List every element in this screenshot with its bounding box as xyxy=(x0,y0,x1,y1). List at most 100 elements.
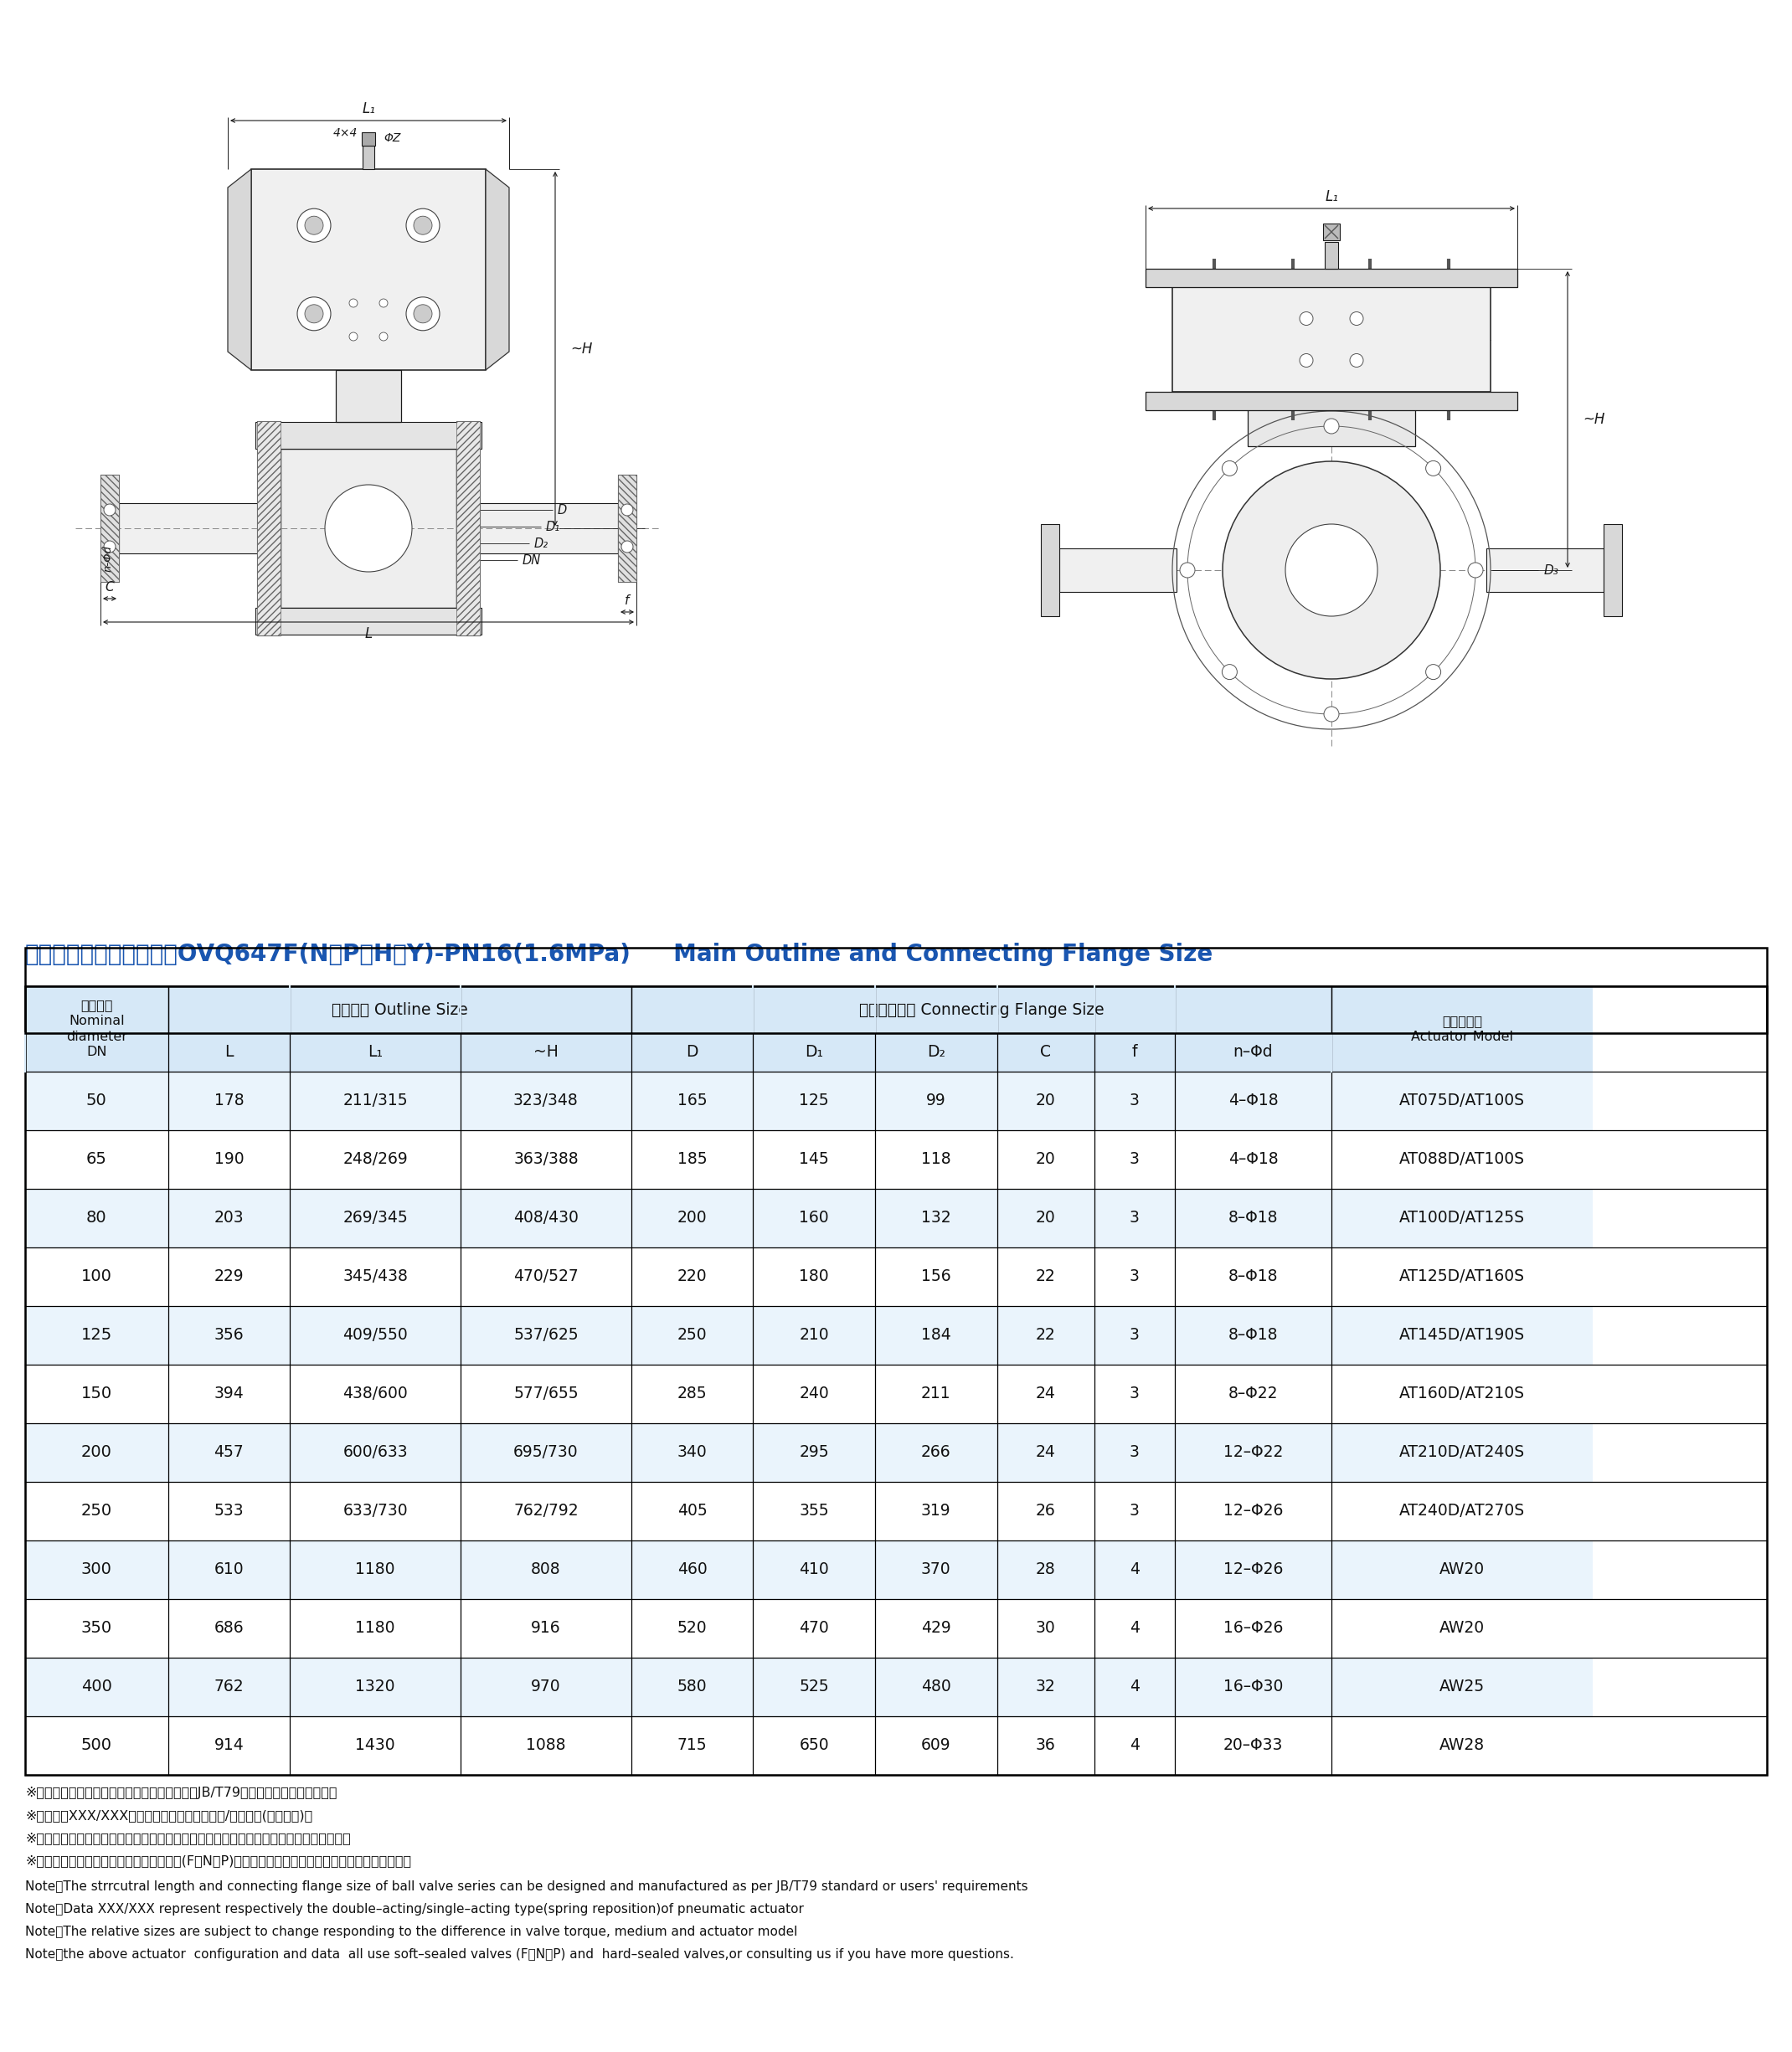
Text: ※注：根据不同阀门扔矩、使用介质适配的执行器型号可能有所不同，相关尺寸随之变化。: ※注：根据不同阀门扔矩、使用介质适配的执行器型号可能有所不同，相关尺寸随之变化。 xyxy=(25,1832,351,1845)
Text: 394: 394 xyxy=(213,1385,244,1402)
Bar xyxy=(753,1482,874,1541)
Bar xyxy=(631,1188,753,1248)
Polygon shape xyxy=(486,168,509,369)
Bar xyxy=(100,474,118,583)
Text: 470: 470 xyxy=(799,1621,830,1635)
Text: 295: 295 xyxy=(799,1445,830,1461)
Text: 100: 100 xyxy=(81,1268,111,1285)
Text: AT088D/AT100S: AT088D/AT100S xyxy=(1400,1151,1525,1168)
Bar xyxy=(631,987,1331,1032)
Text: 80: 80 xyxy=(86,1211,108,1227)
Text: 99: 99 xyxy=(926,1094,946,1108)
Bar xyxy=(25,987,168,1071)
Bar xyxy=(290,1305,461,1365)
Bar xyxy=(168,1424,290,1482)
Text: 808: 808 xyxy=(530,1562,561,1578)
Bar xyxy=(1095,1482,1176,1541)
Text: 409/550: 409/550 xyxy=(342,1328,409,1344)
Text: 3: 3 xyxy=(1129,1151,1140,1168)
Bar xyxy=(1095,1305,1176,1365)
Bar xyxy=(1095,1188,1176,1248)
Text: 650: 650 xyxy=(799,1738,830,1754)
Bar xyxy=(874,1248,996,1305)
Bar xyxy=(168,1599,290,1658)
Bar xyxy=(1176,1032,1331,1071)
Text: D₂: D₂ xyxy=(926,1044,944,1061)
Text: 4–Φ18: 4–Φ18 xyxy=(1228,1151,1278,1168)
Bar xyxy=(335,369,401,423)
Text: Note：The strrcutral length and connecting flange size of ball valve series can b: Note：The strrcutral length and connectin… xyxy=(25,1880,1029,1892)
Text: 3: 3 xyxy=(1129,1094,1140,1108)
Bar xyxy=(874,1599,996,1658)
Text: 1180: 1180 xyxy=(355,1562,394,1578)
Circle shape xyxy=(305,215,323,234)
Circle shape xyxy=(1324,419,1339,433)
Bar xyxy=(996,1248,1095,1305)
Text: 20: 20 xyxy=(1036,1151,1055,1168)
Bar xyxy=(1331,1715,1593,1775)
Bar xyxy=(25,1305,168,1365)
Bar xyxy=(281,449,457,607)
Bar xyxy=(1331,1071,1593,1131)
Text: 190: 190 xyxy=(213,1151,244,1168)
Text: C: C xyxy=(106,581,115,593)
Text: 229: 229 xyxy=(213,1268,244,1285)
Circle shape xyxy=(1468,562,1484,579)
Text: 28: 28 xyxy=(1036,1562,1055,1578)
Text: 12–Φ22: 12–Φ22 xyxy=(1224,1445,1283,1461)
Text: 250: 250 xyxy=(677,1328,708,1344)
Bar xyxy=(290,1424,461,1482)
Text: AW25: AW25 xyxy=(1439,1679,1486,1695)
Bar xyxy=(996,1365,1095,1424)
Bar xyxy=(1176,1482,1331,1541)
Text: AT125D/AT160S: AT125D/AT160S xyxy=(1400,1268,1525,1285)
Text: ~H: ~H xyxy=(570,341,593,357)
Bar xyxy=(290,1365,461,1424)
Bar xyxy=(480,503,618,554)
Bar xyxy=(1095,1599,1176,1658)
Text: 266: 266 xyxy=(921,1445,952,1461)
Text: 8–Φ18: 8–Φ18 xyxy=(1228,1211,1278,1227)
Text: 22: 22 xyxy=(1036,1328,1055,1344)
Text: 686: 686 xyxy=(213,1621,244,1635)
Text: AW28: AW28 xyxy=(1439,1738,1486,1754)
Polygon shape xyxy=(228,168,251,369)
Circle shape xyxy=(414,215,432,234)
Text: C: C xyxy=(1041,1044,1052,1061)
Bar xyxy=(1145,269,1518,287)
Text: L₁: L₁ xyxy=(362,101,375,117)
Bar xyxy=(256,607,482,634)
Bar xyxy=(256,421,281,636)
Text: f: f xyxy=(1133,1044,1138,1061)
Bar xyxy=(461,1071,631,1131)
Text: 3: 3 xyxy=(1129,1445,1140,1461)
Text: 248/269: 248/269 xyxy=(342,1151,409,1168)
Text: 370: 370 xyxy=(921,1562,952,1578)
Bar xyxy=(1176,1131,1331,1188)
Text: 300: 300 xyxy=(81,1562,111,1578)
Text: 350: 350 xyxy=(81,1621,113,1635)
Bar xyxy=(753,1071,874,1131)
Circle shape xyxy=(622,505,633,515)
Text: f: f xyxy=(625,595,629,607)
Text: 36: 36 xyxy=(1036,1738,1055,1754)
Text: 1088: 1088 xyxy=(527,1738,566,1754)
Text: 32: 32 xyxy=(1036,1679,1055,1695)
Text: 408/430: 408/430 xyxy=(513,1211,579,1227)
Text: D₁: D₁ xyxy=(805,1044,823,1061)
Text: 695/730: 695/730 xyxy=(513,1445,579,1461)
Bar xyxy=(25,1599,168,1658)
Circle shape xyxy=(1222,665,1236,679)
Bar xyxy=(1247,392,1416,445)
Bar xyxy=(290,1248,461,1305)
Text: 1320: 1320 xyxy=(355,1679,394,1695)
Circle shape xyxy=(305,304,323,322)
Text: 4: 4 xyxy=(1129,1679,1140,1695)
Circle shape xyxy=(380,332,387,341)
Bar xyxy=(753,1658,874,1715)
Bar xyxy=(631,1424,753,1482)
Bar xyxy=(874,1658,996,1715)
Text: 26: 26 xyxy=(1036,1504,1055,1518)
Bar xyxy=(1486,548,1604,591)
Circle shape xyxy=(1426,462,1441,476)
